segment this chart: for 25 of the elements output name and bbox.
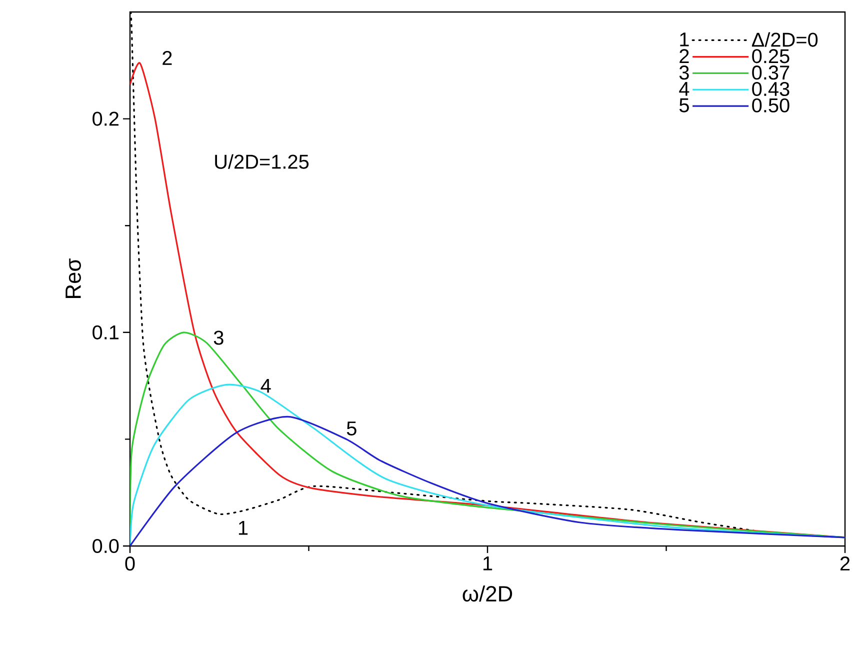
- text: 4: [679, 82, 690, 96]
- annotation: 1: [238, 520, 248, 535]
- text: 5: [679, 98, 689, 112]
- text: 1: [680, 32, 689, 46]
- annotation: 4: [260, 378, 271, 393]
- legend-label: 0.25: [752, 49, 790, 64]
- x-axis-title: ω/2D: [462, 585, 512, 602]
- legend-label: 0.37: [752, 66, 790, 80]
- y-tick-label: 0.2: [92, 112, 118, 126]
- legend-label: Δ/2D=0: [752, 32, 818, 47]
- text: 2: [680, 49, 689, 64]
- legend-label: 0.43: [752, 82, 790, 96]
- annotation: 3: [214, 330, 224, 345]
- x-tick-label: 0: [125, 556, 135, 571]
- y-tick-label: 0.0: [92, 538, 119, 554]
- y-axis-title: Reσ: [66, 258, 81, 298]
- annotation: 2: [162, 50, 172, 65]
- y-tick-label: 0.1: [92, 325, 119, 340]
- legend-label: 0.50: [752, 98, 790, 112]
- text: 3: [679, 66, 689, 80]
- annotation: U/2D=1.25: [215, 154, 309, 169]
- line-series: [130, 416, 846, 546]
- x-tick-label: 2: [840, 556, 850, 570]
- annotation: 5: [346, 422, 356, 436]
- x-tick-label: 1: [483, 556, 492, 570]
